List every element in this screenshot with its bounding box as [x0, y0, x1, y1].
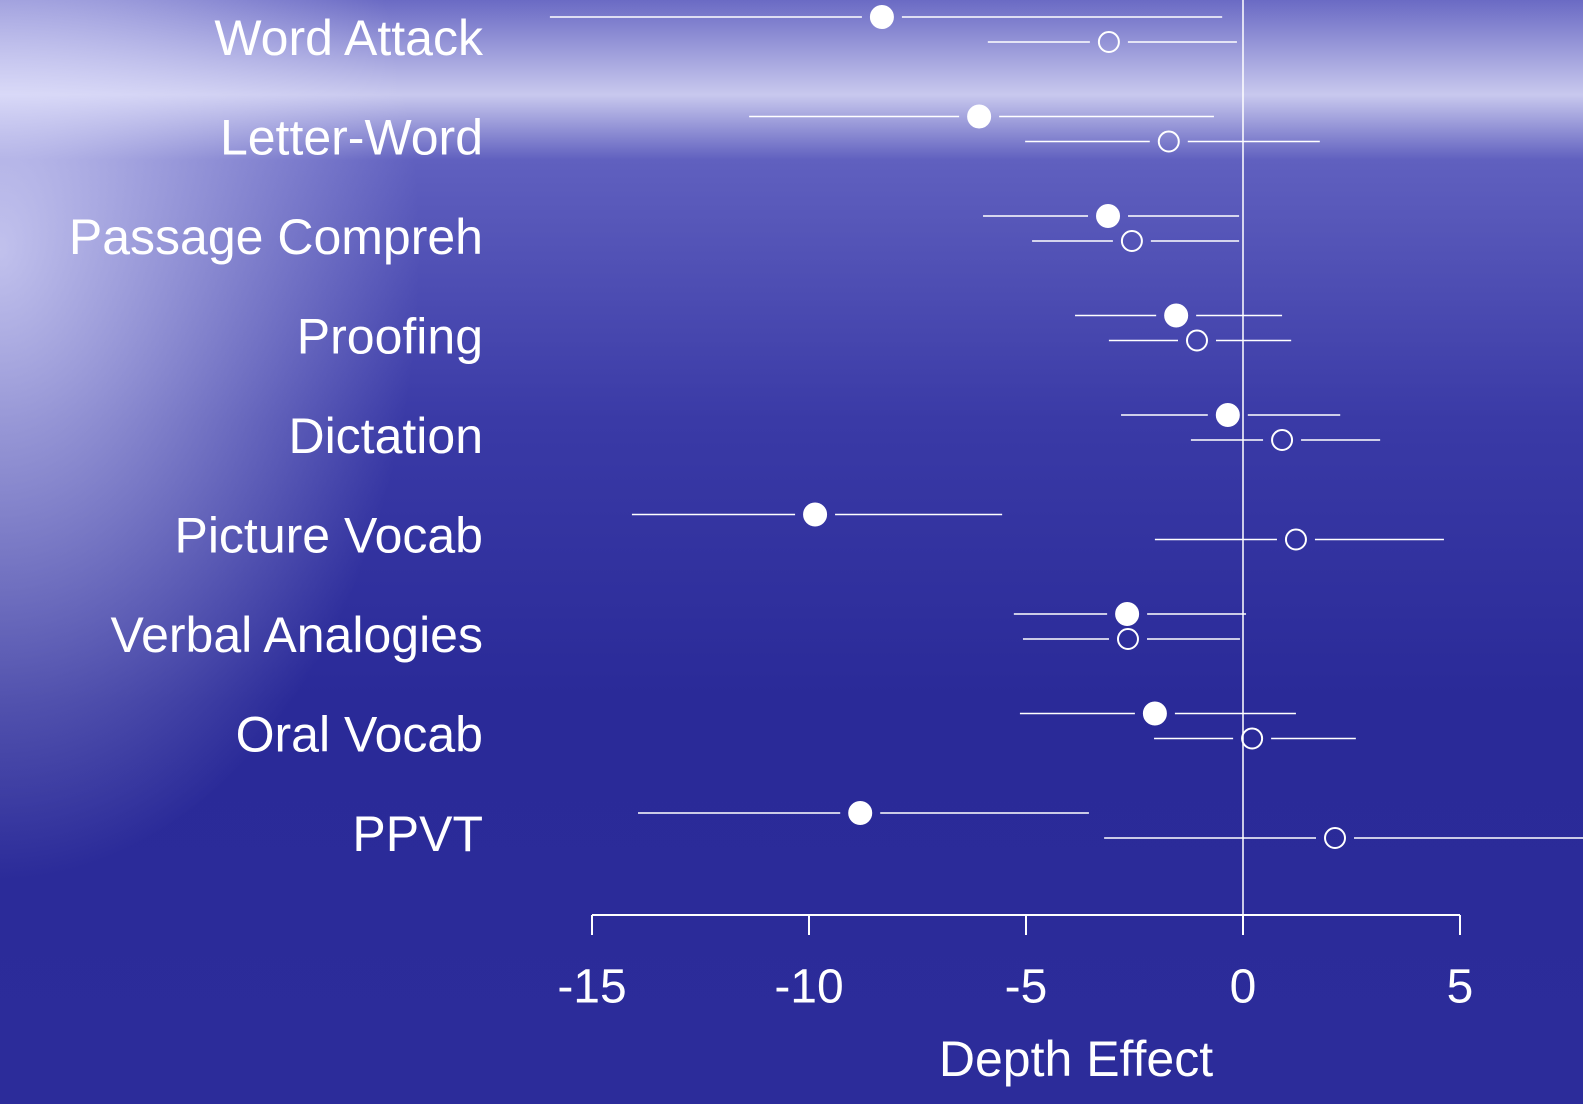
category-label: PPVT [352, 806, 483, 862]
point [1118, 629, 1138, 649]
category-label: Oral Vocab [236, 707, 483, 763]
point [1165, 305, 1187, 327]
x-tick-label: -5 [1005, 961, 1048, 1014]
point [1217, 404, 1239, 426]
point [1144, 703, 1166, 725]
category-label: Picture Vocab [174, 508, 483, 564]
category-label: Verbal Analogies [110, 607, 483, 663]
point [1325, 828, 1345, 848]
x-tick-label: -10 [774, 961, 843, 1014]
point [1097, 205, 1119, 227]
point [968, 106, 990, 128]
point [1099, 32, 1119, 52]
x-tick-label: 0 [1230, 961, 1257, 1014]
category-label: Passage Compreh [69, 209, 483, 265]
point [1116, 603, 1138, 625]
category-label: Word Attack [214, 10, 484, 66]
point [1122, 231, 1142, 251]
x-tick-label: 5 [1447, 961, 1474, 1014]
point [1286, 530, 1306, 550]
x-tick-label: -15 [557, 961, 626, 1014]
point [804, 504, 826, 526]
category-label: Proofing [297, 309, 483, 365]
chart: Depth Effect -15 -10 -5 0 5 Word Attack Letter… [0, 0, 1583, 1104]
point [871, 6, 893, 28]
category-label: Dictation [288, 408, 483, 464]
point [1242, 729, 1262, 749]
page: Depth Effect -15 -10 -5 0 5 Word Attack Letter… [0, 0, 1583, 1104]
point [1187, 331, 1207, 351]
point [1272, 430, 1292, 450]
point [849, 802, 871, 824]
x-axis-label: Depth Effect [939, 1031, 1213, 1087]
category-label: Letter-Word [220, 110, 483, 166]
point [1159, 132, 1179, 152]
